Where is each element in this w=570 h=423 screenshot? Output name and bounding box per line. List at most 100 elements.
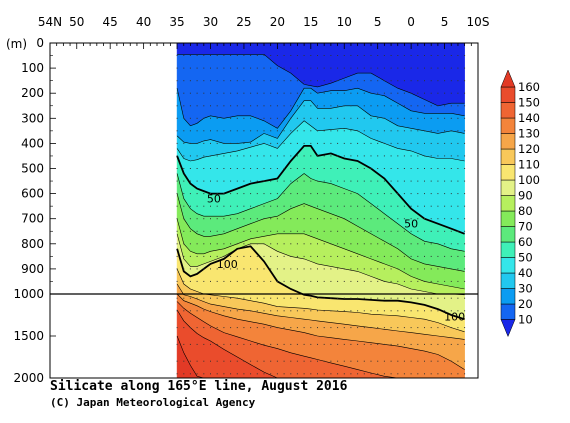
- sample-point: [236, 310, 238, 312]
- sample-point: [189, 55, 191, 56]
- sample-point: [189, 343, 191, 345]
- sample-point: [296, 280, 298, 282]
- sample-point: [377, 360, 379, 362]
- sample-point: [444, 218, 446, 220]
- sample-point: [243, 105, 245, 107]
- sample-point: [330, 92, 332, 94]
- sample-point: [310, 80, 312, 82]
- sample-point: [236, 280, 238, 282]
- sample-point: [176, 130, 178, 132]
- sample-point: [410, 55, 412, 56]
- sample-point: [263, 193, 265, 195]
- contour-120: [176, 283, 465, 340]
- sample-point: [397, 310, 399, 312]
- sample-point: [270, 297, 272, 299]
- sample-point: [424, 373, 425, 375]
- sample-point: [437, 67, 439, 69]
- sample-point: [343, 280, 345, 282]
- sample-point: [357, 180, 359, 182]
- sample-point: [296, 180, 298, 182]
- sample-point: [250, 142, 252, 144]
- sample-point: [196, 297, 198, 299]
- sample-point: [363, 180, 365, 182]
- sample-point: [464, 180, 466, 182]
- colorbar-label: 10: [518, 313, 533, 327]
- sample-point: [430, 310, 432, 312]
- x-tick-label: 0: [407, 15, 415, 29]
- sample-point: [303, 310, 305, 312]
- sample-point: [457, 193, 459, 195]
- sample-point: [276, 155, 278, 157]
- sample-point: [357, 80, 359, 82]
- sample-point: [424, 327, 425, 329]
- sample-point: [410, 310, 412, 312]
- sample-point: [230, 360, 232, 362]
- y-tick-label: 2000: [13, 371, 44, 385]
- sample-point: [223, 155, 225, 157]
- sample-point: [430, 205, 432, 207]
- sample-point: [230, 130, 232, 132]
- sample-point: [444, 105, 446, 107]
- sample-point: [390, 117, 392, 119]
- sample-point: [337, 130, 339, 132]
- x-tick-label: 10: [337, 15, 352, 29]
- sample-point: [263, 67, 265, 69]
- sample-point: [337, 92, 339, 94]
- sample-point: [250, 255, 252, 257]
- sample-point: [383, 205, 385, 207]
- sample-point: [430, 180, 432, 182]
- sample-point: [230, 243, 232, 245]
- sample-point: [444, 343, 446, 345]
- sample-point: [450, 92, 452, 94]
- sample-point: [330, 117, 332, 119]
- sample-point: [450, 55, 452, 56]
- sample-point: [437, 180, 439, 182]
- sample-point: [343, 360, 345, 362]
- sample-point: [263, 205, 265, 207]
- sample-point: [410, 117, 412, 119]
- sample-point: [390, 55, 392, 56]
- sample-point: [230, 268, 232, 270]
- sample-point: [189, 155, 191, 157]
- sample-point: [450, 255, 452, 257]
- sample-point: [363, 268, 365, 270]
- sample-point: [270, 67, 272, 69]
- y-tick-label: 500: [21, 162, 44, 176]
- sample-point: [263, 268, 265, 270]
- x-tick-label: 45: [103, 15, 118, 29]
- sample-point: [256, 67, 258, 69]
- sample-point: [310, 180, 312, 182]
- sample-point: [203, 343, 205, 345]
- sample-point: [310, 255, 312, 257]
- sample-point: [236, 360, 238, 362]
- sample-point: [276, 130, 278, 132]
- sample-point: [276, 297, 278, 299]
- sample-point: [210, 80, 211, 82]
- sample-point: [437, 142, 439, 144]
- sample-point: [203, 373, 205, 375]
- sample-point: [210, 343, 211, 345]
- colorbar-label: 20: [518, 297, 533, 311]
- sample-point: [403, 80, 405, 82]
- sample-point: [216, 360, 218, 362]
- sample-point: [323, 230, 325, 232]
- sample-point: [196, 142, 198, 144]
- sample-point: [337, 105, 339, 107]
- sample-point: [403, 193, 405, 195]
- sample-point: [243, 360, 245, 362]
- sample-point: [176, 255, 178, 257]
- sample-point: [350, 67, 352, 69]
- sample-point: [317, 218, 318, 220]
- colorbar-label: 70: [518, 220, 533, 234]
- sample-point: [230, 168, 232, 169]
- contour-60: [176, 173, 465, 252]
- sample-point: [296, 55, 298, 56]
- sample-point: [390, 243, 392, 245]
- sample-point: [303, 168, 305, 169]
- sample-point: [417, 180, 419, 182]
- sample-point: [250, 243, 252, 245]
- sample-point: [189, 92, 191, 94]
- sample-point: [250, 310, 252, 312]
- sample-point: [183, 205, 185, 207]
- sample-point: [357, 230, 359, 232]
